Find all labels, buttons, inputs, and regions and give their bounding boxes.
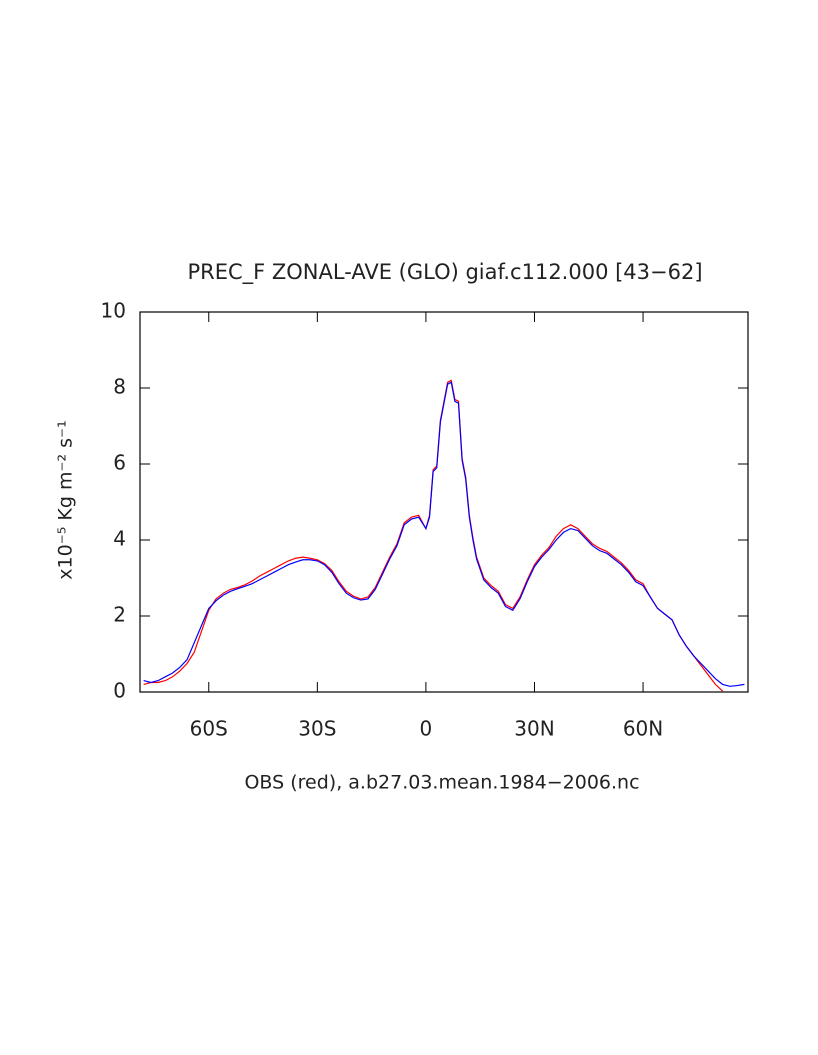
chart-title: PREC_F ZONAL-AVE (GLO) giaf.c112.000 [43… <box>187 260 702 285</box>
plot-frame <box>139 311 749 693</box>
y-tick-label: 6 <box>113 451 126 475</box>
series-line <box>143 379 724 692</box>
y-tick-label: 10 <box>101 299 126 323</box>
series-line <box>143 381 745 687</box>
y-tick-label: 4 <box>113 527 126 551</box>
x-tick-label: 60S <box>190 717 228 741</box>
x-tick-label: 30N <box>514 717 554 741</box>
y-axis-label: x10⁻⁵ Kg m⁻² s⁻¹ <box>55 420 77 579</box>
y-tick-label: 0 <box>113 679 126 703</box>
y-tick-label: 8 <box>113 375 126 399</box>
x-tick-label: 0 <box>420 717 433 741</box>
x-tick-label: 30S <box>298 717 336 741</box>
x-tick-label: 60N <box>623 717 663 741</box>
y-tick-label: 2 <box>113 603 126 627</box>
x-axis-label: OBS (red), a.b27.03.mean.1984−2006.nc <box>244 772 639 794</box>
